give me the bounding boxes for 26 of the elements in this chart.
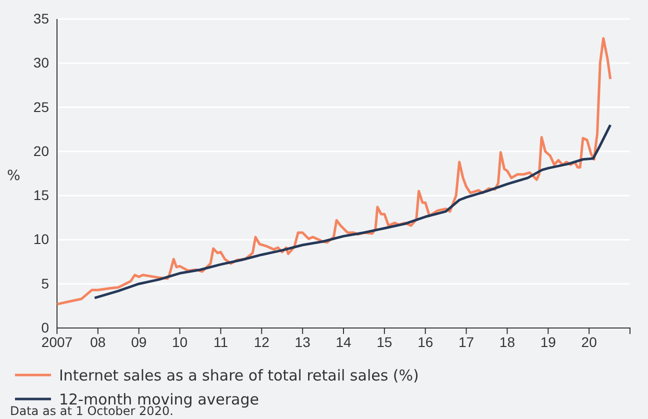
x-tick-label: 12 xyxy=(254,334,270,350)
x-tick-label: 14 xyxy=(336,334,352,350)
y-tick-label: 35 xyxy=(33,10,50,26)
y-axis-title: % xyxy=(7,168,20,184)
x-tick-label: 13 xyxy=(294,334,311,350)
x-tick-label: 19 xyxy=(540,334,556,350)
text: Data as at 1 October 2020. xyxy=(10,404,174,418)
x-tick-label: 2007 xyxy=(41,334,73,350)
x-tick-label: 09 xyxy=(131,334,147,350)
x-tick-label: 10 xyxy=(172,334,188,350)
y-tick-label: 30 xyxy=(33,54,50,71)
y-tick-label: 15 xyxy=(33,187,50,204)
y-tick-label: 20 xyxy=(33,142,50,159)
line-series xyxy=(93,124,612,300)
y-tick-label: 25 xyxy=(33,98,50,115)
x-tick-label: 15 xyxy=(376,334,392,350)
x-tick-label: 18 xyxy=(499,334,516,350)
y-tick-label: 10 xyxy=(33,231,50,248)
y-tick-label: 5 xyxy=(41,275,50,292)
x-tick-label: 20 xyxy=(581,334,598,350)
x-tick-label: 16 xyxy=(418,334,434,350)
x-tick-label: 17 xyxy=(458,334,474,350)
x-tick-label: 08 xyxy=(90,334,106,350)
x-tick-label: 11 xyxy=(213,334,228,350)
legend-label: Internet sales as a share of total retail sales (%) xyxy=(59,366,419,384)
y-tick-label: 0 xyxy=(41,319,50,336)
